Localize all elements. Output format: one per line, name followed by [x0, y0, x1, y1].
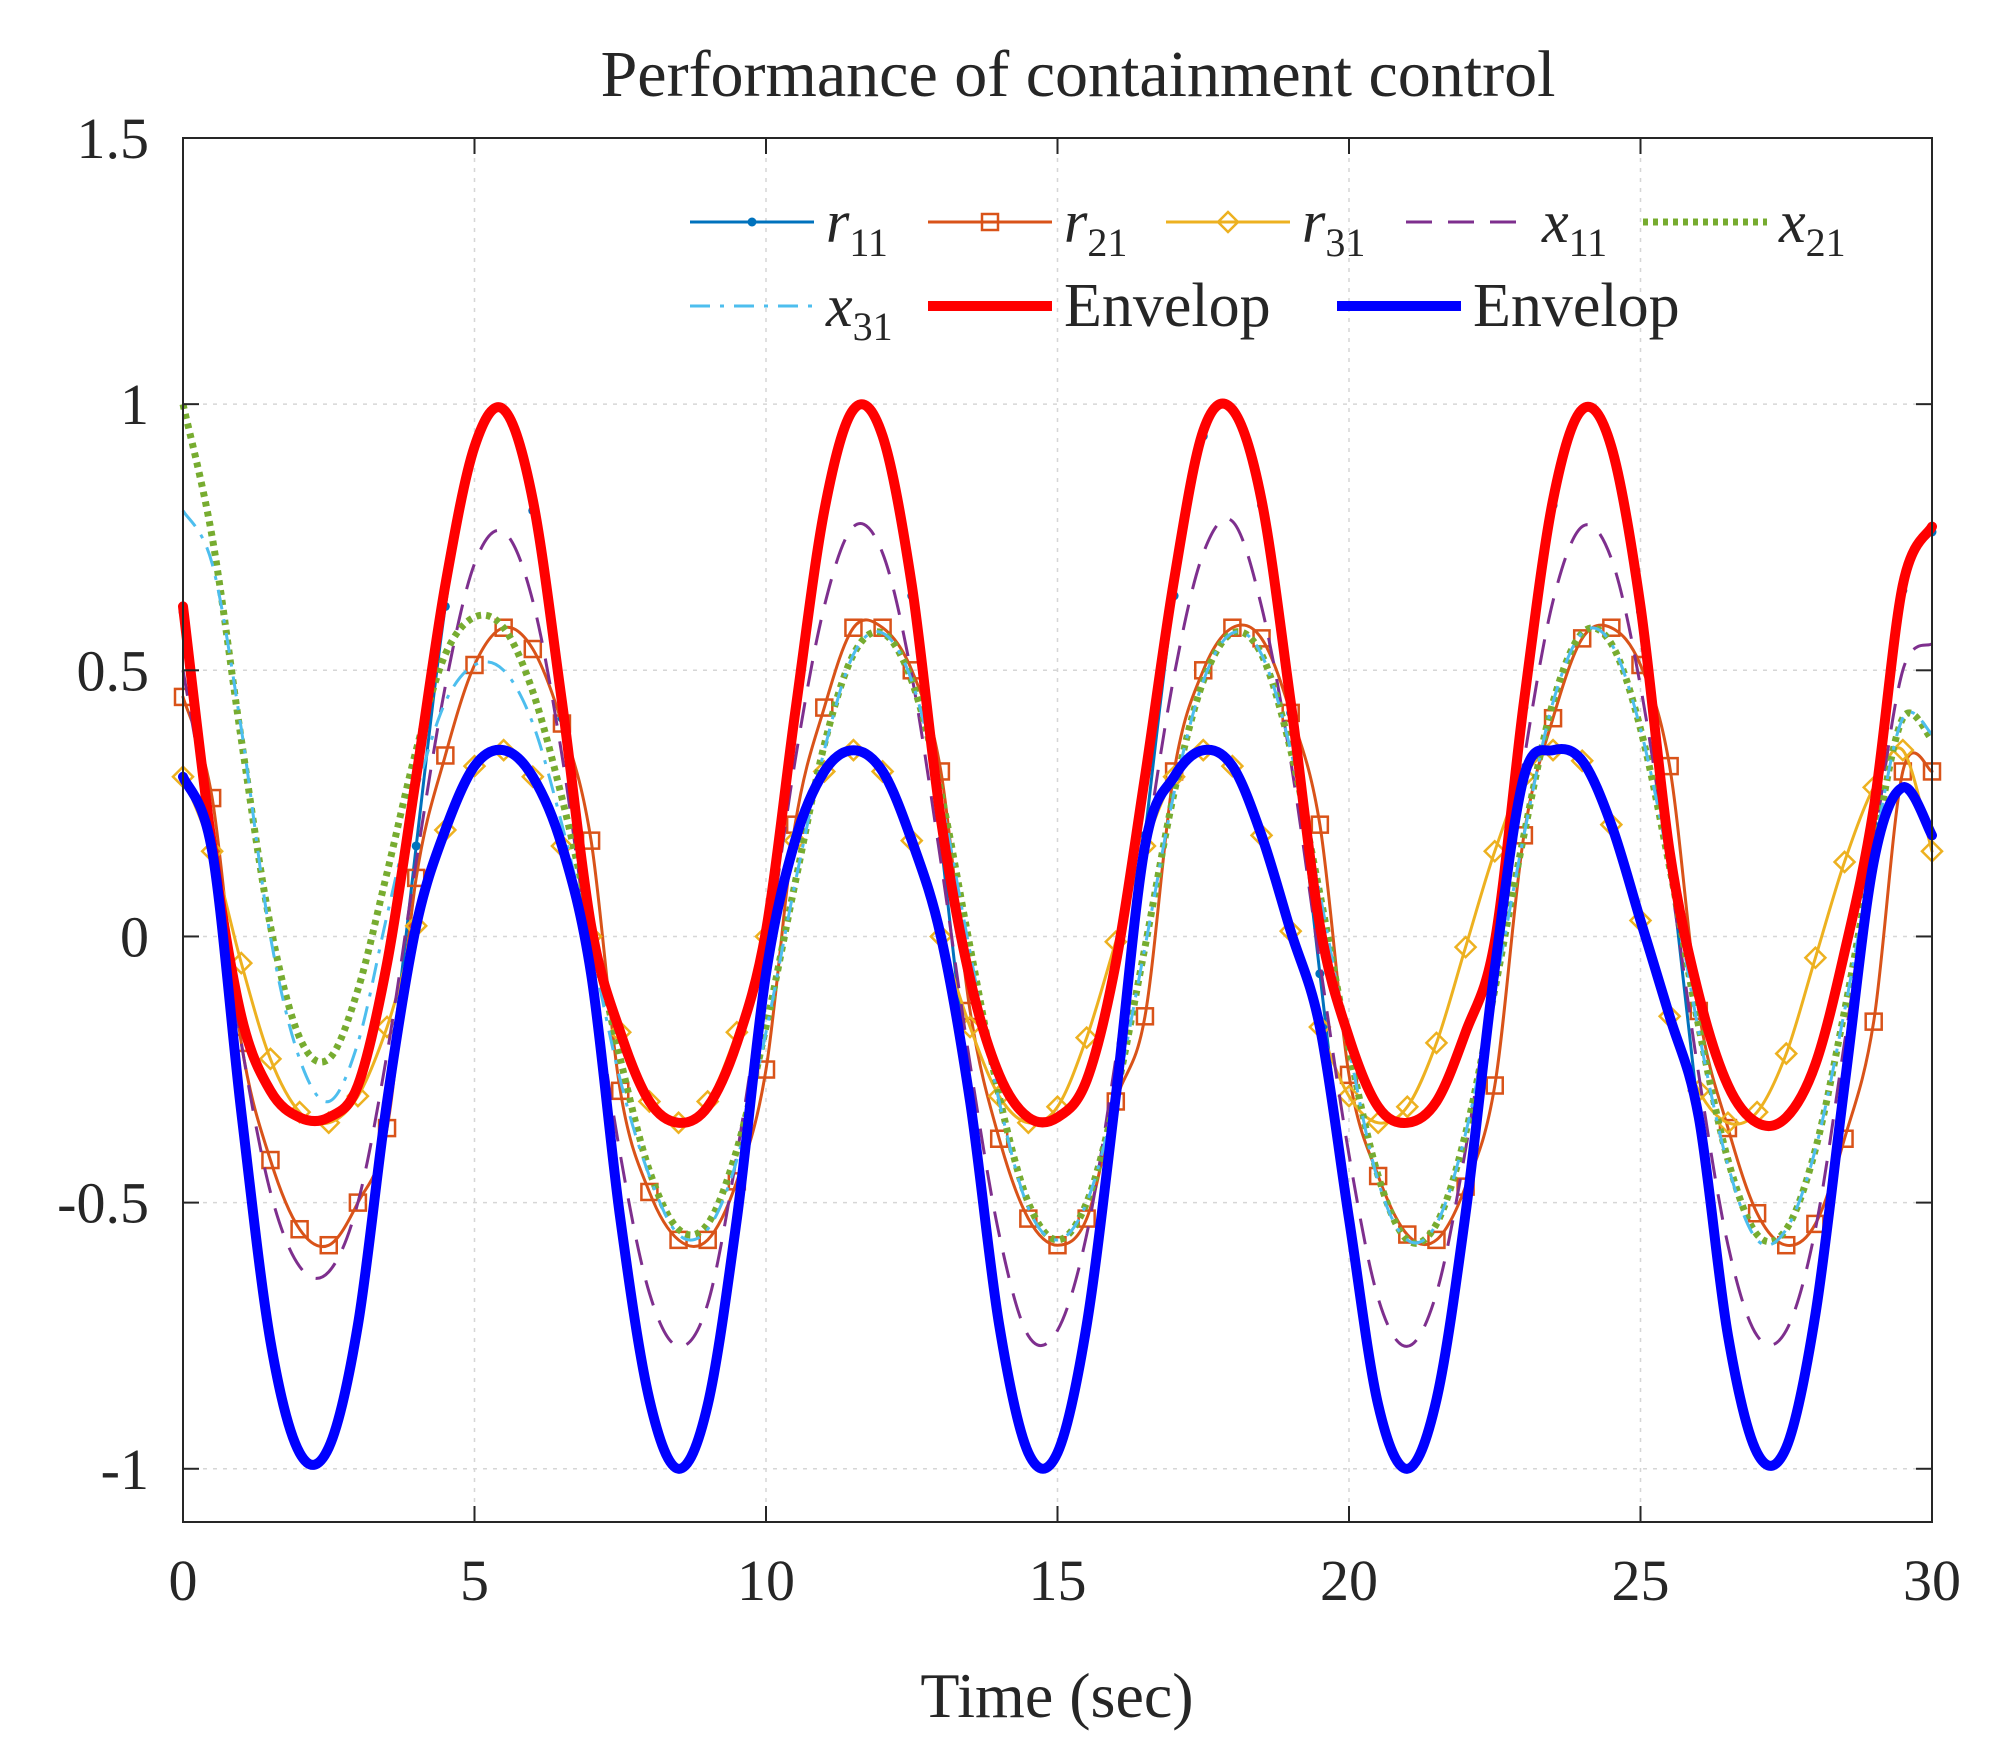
- line-x-31: [181, 509, 1934, 1247]
- legend-item: Envelop: [928, 272, 1271, 340]
- marker-r-21: [1135, 1007, 1155, 1026]
- marker-r-21: [1864, 1012, 1883, 1031]
- y-tick-label: -1: [101, 1437, 149, 1502]
- line-x-11: [181, 517, 1933, 1348]
- legend-item: x21: [1643, 189, 1846, 265]
- marker-r-21: [698, 1230, 717, 1250]
- marker-r-21: [1718, 1118, 1738, 1138]
- x-tick-label: 10: [737, 1548, 795, 1613]
- series-envelop-upper: [178, 398, 1937, 1131]
- y-tick-label: 1.5: [77, 106, 150, 171]
- marker-r-21: [1747, 1204, 1767, 1223]
- marker-r-21: [873, 618, 892, 637]
- marker-r-31: [1803, 945, 1828, 970]
- y-tick-label: 0: [120, 904, 149, 969]
- legend-label: Envelop: [1473, 272, 1680, 340]
- marker-r-21: [1077, 1209, 1096, 1228]
- legend-label: Envelop: [1064, 272, 1271, 340]
- marker-r-21: [640, 1182, 659, 1202]
- marker-r-21: [1485, 1076, 1504, 1095]
- y-tick-label: 0.5: [77, 638, 150, 703]
- legend-subscript: 21: [1087, 220, 1127, 265]
- marker-r-21: [1602, 618, 1621, 637]
- legend-item: r21: [928, 189, 1127, 265]
- marker-r-21: [1223, 618, 1242, 637]
- legend-marker: [980, 212, 1000, 232]
- marker-r-21: [1048, 1235, 1067, 1255]
- legend-item: x11: [1406, 189, 1607, 265]
- marker-r-31: [1453, 935, 1478, 959]
- legend-subscript: 21: [1806, 220, 1846, 265]
- x-tick-label: 25: [1612, 1548, 1670, 1613]
- marker-r-21: [494, 618, 513, 637]
- legend-subscript: 11: [849, 220, 888, 265]
- legend-item: r11: [690, 189, 888, 265]
- legend-label: x21: [1778, 189, 1846, 265]
- marker-r-21: [1310, 815, 1330, 834]
- series-x-31: [181, 509, 1934, 1247]
- plot-area: [171, 398, 1944, 1474]
- axis-ticks: 0 5 10 15 20 25 30 -1 -0.5 0 0.5 1 1.5: [57, 106, 1961, 1613]
- marker-r-21: [1427, 1230, 1446, 1250]
- legend-item: x31: [690, 273, 893, 349]
- legend-label: x31: [825, 273, 893, 349]
- marker-r-31: [1395, 1095, 1420, 1119]
- x-axis-label: Time (sec): [920, 1660, 1193, 1731]
- marker-r-31: [1074, 1025, 1099, 1050]
- series-envelop-lower: [178, 743, 1937, 1474]
- marker-r-21: [1777, 1235, 1796, 1255]
- marker-r-21: [1572, 629, 1592, 648]
- marker-r-21: [319, 1235, 338, 1255]
- legend-label: r31: [1302, 189, 1365, 265]
- marker-r-31: [1424, 1031, 1449, 1055]
- marker-r-21: [1398, 1225, 1417, 1244]
- marker-r-31: [1482, 839, 1507, 864]
- marker-r-21: [523, 639, 543, 659]
- marker-r-31: [1337, 1084, 1361, 1108]
- marker-r-21: [348, 1193, 368, 1212]
- legend: r11 r21 r31 x11 x21 x31 Envelop Envelop: [690, 189, 1846, 349]
- marker-r-21: [815, 698, 834, 717]
- x-tick-label: 30: [1903, 1548, 1961, 1613]
- legend-marker: [1216, 210, 1240, 234]
- legend-marker: [747, 217, 757, 227]
- y-tick-label: 1: [120, 372, 149, 437]
- marker-r-21: [465, 655, 484, 675]
- marker-r-31: [1832, 850, 1857, 874]
- marker-r-21: [290, 1219, 309, 1239]
- marker-r-31: [375, 1015, 399, 1039]
- x-tick-label: 20: [1320, 1548, 1378, 1613]
- series-x-11: [181, 517, 1933, 1348]
- chart-title: Performance of containment control: [601, 38, 1556, 111]
- marker-r-31: [1774, 1041, 1799, 1066]
- legend-item: Envelop: [1337, 272, 1680, 340]
- legend-subscript: 31: [1325, 220, 1365, 265]
- marker-r-21: [436, 746, 455, 765]
- legend-label: x11: [1541, 189, 1607, 265]
- x-tick-label: 5: [460, 1548, 489, 1613]
- x-tick-label: 15: [1029, 1548, 1087, 1613]
- line-envelop-upper: [178, 398, 1937, 1131]
- legend-subscript: 11: [1569, 220, 1608, 265]
- marker-r-11: [411, 841, 421, 851]
- legend-subscript: 31: [853, 304, 893, 349]
- line-r-21: [181, 618, 1934, 1249]
- marker-r-31: [258, 1047, 283, 1071]
- marker-r-21: [261, 1150, 280, 1170]
- legend-item: r31: [1166, 189, 1365, 265]
- y-tick-label: -0.5: [57, 1171, 149, 1236]
- legend-label: r21: [1064, 189, 1127, 265]
- legend-label: r11: [826, 189, 888, 265]
- marker-r-21: [844, 618, 863, 637]
- line-envelop-lower: [178, 743, 1937, 1474]
- x-tick-label: 0: [169, 1548, 198, 1613]
